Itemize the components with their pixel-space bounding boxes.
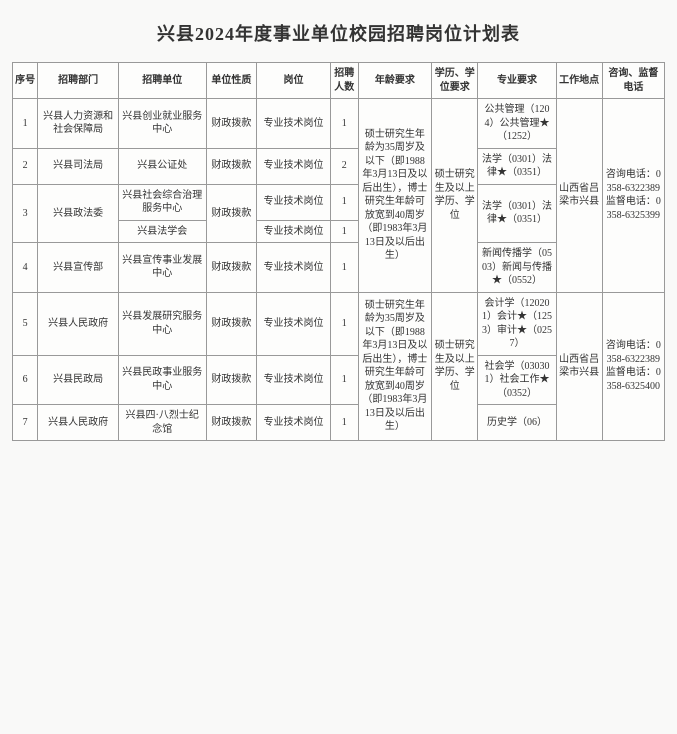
page-title: 兴县2024年度事业单位校园招聘岗位计划表	[12, 20, 665, 46]
th-age: 年龄要求	[358, 63, 432, 99]
cell-post: 专业技术岗位	[257, 243, 331, 293]
cell-major: 公共管理（1204）公共管理★（1252）	[478, 99, 556, 149]
cell-count: 1	[330, 243, 358, 293]
table-row: 5 兴县人民政府 兴县发展研究服务中心 财政拨款 专业技术岗位 1 硕士研究生年…	[13, 292, 665, 355]
th-seq: 序号	[13, 63, 38, 99]
table-header-row: 序号 招聘部门 招聘单位 单位性质 岗位 招聘人数 年龄要求 学历、学位要求 专…	[13, 63, 665, 99]
cell-age: 硕士研究生年龄为35周岁及以下（即1988年3月13日及以后出生），博士研究生年…	[358, 99, 432, 293]
cell-count: 1	[330, 405, 358, 441]
th-place: 工作地点	[556, 63, 602, 99]
cell-unit: 兴县民政事业服务中心	[118, 355, 206, 405]
cell-post: 专业技术岗位	[257, 405, 331, 441]
cell-count: 2	[330, 148, 358, 184]
cell-seq: 1	[13, 99, 38, 149]
cell-nature: 财政拨款	[206, 243, 257, 293]
cell-unit: 兴县社会综合治理服务中心	[118, 184, 206, 220]
cell-count: 1	[330, 292, 358, 355]
cell-unit: 兴县创业就业服务中心	[118, 99, 206, 149]
cell-seq: 4	[13, 243, 38, 293]
th-dept: 招聘部门	[38, 63, 119, 99]
cell-post: 专业技术岗位	[257, 99, 331, 149]
cell-age: 硕士研究生年龄为35周岁及以下（即1988年3月13日及以后出生），博士研究生年…	[358, 292, 432, 441]
cell-major: 新闻传播学（0503）新闻与传播★（0552）	[478, 243, 556, 293]
cell-seq: 2	[13, 148, 38, 184]
cell-unit: 兴县法学会	[118, 220, 206, 243]
cell-unit: 兴县公证处	[118, 148, 206, 184]
cell-degree: 硕士研究生及以上学历、学位	[432, 99, 478, 293]
th-nature: 单位性质	[206, 63, 257, 99]
cell-phone: 咨询电话：0358-6322389 监督电话：0358-6325399	[602, 99, 664, 293]
th-unit: 招聘单位	[118, 63, 206, 99]
cell-count: 1	[330, 220, 358, 243]
cell-major: 历史学（06）	[478, 405, 556, 441]
cell-nature: 财政拨款	[206, 355, 257, 405]
cell-seq: 7	[13, 405, 38, 441]
cell-major: 法学（0301）法律★（0351）	[478, 184, 556, 243]
cell-dept: 兴县宣传部	[38, 243, 119, 293]
cell-nature: 财政拨款	[206, 99, 257, 149]
th-phone: 咨询、监督电话	[602, 63, 664, 99]
cell-nature: 财政拨款	[206, 405, 257, 441]
table-row: 1 兴县人力资源和社会保障局 兴县创业就业服务中心 财政拨款 专业技术岗位 1 …	[13, 99, 665, 149]
cell-dept: 兴县政法委	[38, 184, 119, 243]
cell-major: 社会学（030301）社会工作★（0352）	[478, 355, 556, 405]
th-count: 招聘人数	[330, 63, 358, 99]
cell-major: 会计学（120201）会计★（1253）审计★（0257）	[478, 292, 556, 355]
cell-seq: 5	[13, 292, 38, 355]
cell-count: 1	[330, 355, 358, 405]
cell-count: 1	[330, 184, 358, 220]
cell-unit: 兴县发展研究服务中心	[118, 292, 206, 355]
cell-place: 山西省吕梁市兴县	[556, 99, 602, 293]
cell-major: 法学（0301）法律★（0351）	[478, 148, 556, 184]
cell-unit: 兴县四·八烈士纪念馆	[118, 405, 206, 441]
plan-table: 序号 招聘部门 招聘单位 单位性质 岗位 招聘人数 年龄要求 学历、学位要求 专…	[12, 62, 665, 441]
cell-post: 专业技术岗位	[257, 184, 331, 220]
th-degree: 学历、学位要求	[432, 63, 478, 99]
cell-seq: 3	[13, 184, 38, 243]
cell-nature: 财政拨款	[206, 148, 257, 184]
cell-nature: 财政拨款	[206, 292, 257, 355]
cell-post: 专业技术岗位	[257, 220, 331, 243]
cell-dept: 兴县人力资源和社会保障局	[38, 99, 119, 149]
cell-seq: 6	[13, 355, 38, 405]
cell-post: 专业技术岗位	[257, 148, 331, 184]
cell-place: 山西省吕梁市兴县	[556, 292, 602, 441]
cell-dept: 兴县人民政府	[38, 292, 119, 355]
cell-post: 专业技术岗位	[257, 355, 331, 405]
cell-unit: 兴县宣传事业发展中心	[118, 243, 206, 293]
cell-post: 专业技术岗位	[257, 292, 331, 355]
cell-dept: 兴县司法局	[38, 148, 119, 184]
cell-degree: 硕士研究生及以上学历、学位	[432, 292, 478, 441]
th-post: 岗位	[257, 63, 331, 99]
cell-dept: 兴县民政局	[38, 355, 119, 405]
th-major: 专业要求	[478, 63, 556, 99]
cell-nature: 财政拨款	[206, 184, 257, 243]
cell-phone: 咨询电话：0358-6322389 监督电话：0358-6325400	[602, 292, 664, 441]
cell-count: 1	[330, 99, 358, 149]
cell-dept: 兴县人民政府	[38, 405, 119, 441]
